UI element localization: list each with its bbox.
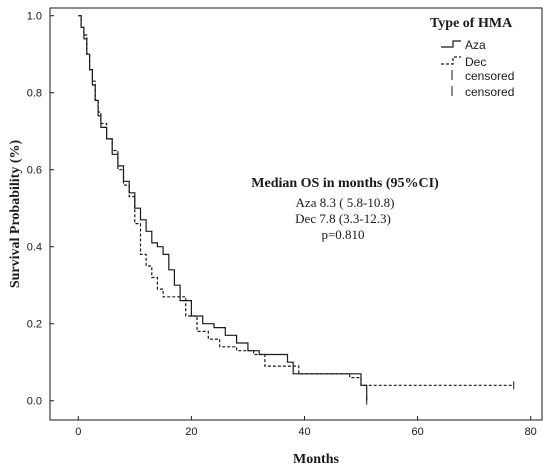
annotation-dec: Dec 7.8 (3.3-12.3) (295, 211, 391, 226)
median-os-annotation: Median OS in months (95%CI) Aza 8.3 ( 5.… (251, 176, 439, 242)
plot-area (49, 7, 543, 421)
y-tick-label: 0.2 (27, 319, 42, 331)
legend: Type of HMA Aza Dec censored censored (430, 16, 514, 99)
legend-dec-swatch (441, 56, 461, 65)
x-tick-label: 80 (525, 426, 537, 438)
legend-label-dec: Dec (465, 55, 486, 69)
y-tick-label: 0.6 (27, 165, 42, 177)
y-tick-label: 0.4 (27, 242, 42, 254)
x-tick-label: 40 (298, 426, 310, 438)
series-layer (78, 15, 515, 405)
x-axis: 0 20 40 60 80 (75, 416, 537, 438)
plot-border (49, 7, 543, 421)
y-axis: 0.0 0.2 0.4 0.6 0.8 1.0 (27, 11, 54, 408)
x-tick-label: 60 (411, 426, 423, 438)
x-tick-label: 0 (75, 426, 81, 438)
legend-title: Type of HMA (430, 16, 513, 31)
legend-aza-swatch (441, 40, 461, 48)
y-tick-label: 0.8 (27, 88, 42, 100)
y-tick-label: 1.0 (27, 11, 42, 23)
y-tick-label: 0.0 (27, 396, 42, 408)
annotation-title: Median OS in months (95%CI) (251, 176, 439, 191)
annotation-aza: Aza 8.3 ( 5.8-10.8) (296, 195, 395, 210)
y-axis-title: Survival Probability (%) (8, 140, 23, 289)
x-tick-label: 20 (185, 426, 197, 438)
legend-label-censored-aza: censored (465, 69, 514, 83)
legend-label-censored-dec: censored (465, 85, 514, 99)
legend-label-aza: Aza (465, 38, 486, 52)
annotation-p-value: p=0.810 (321, 227, 364, 242)
series-line-dec (78, 15, 514, 386)
x-axis-title: Months (293, 452, 339, 467)
